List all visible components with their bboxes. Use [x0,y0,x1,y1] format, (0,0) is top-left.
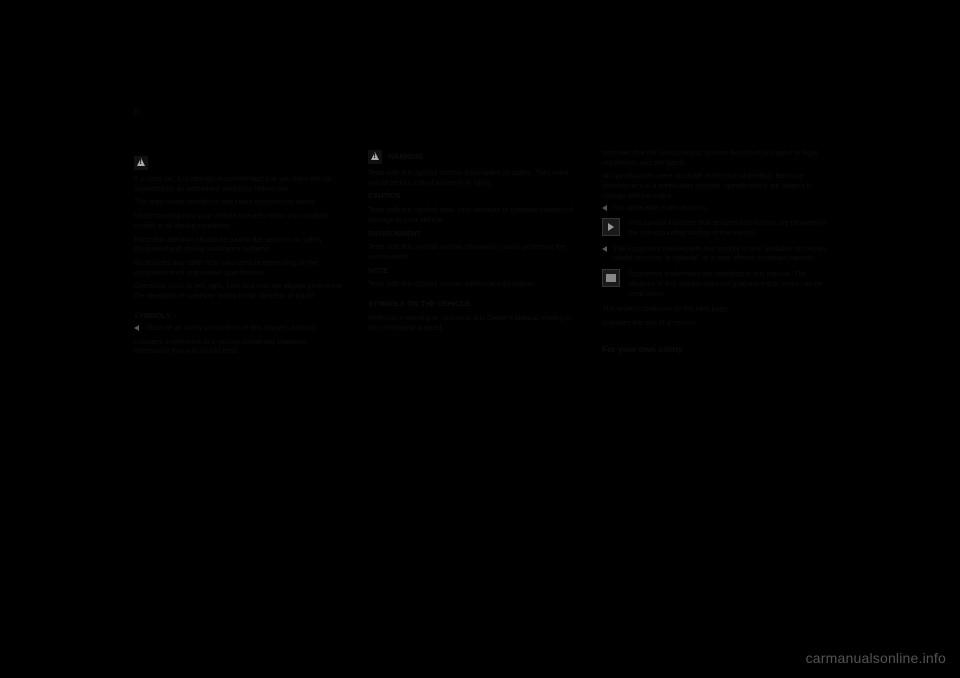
paragraph: Illustrations may differ from your vehic… [134,258,344,277]
paragraph: Indicates that the component or system d… [602,148,827,167]
paragraph: Texts with this symbol contain additiona… [368,279,578,289]
symbol-text: This symbol indicates that detailed inst… [628,218,827,237]
bullet-text: The equipment marked with this symbol is… [613,244,827,263]
symbol-row: Registered trademarks are identified in … [602,269,827,298]
paragraph: If a used car, it is strongly recommende… [134,174,344,193]
paragraph: Indicates the end of a section. [602,318,827,328]
note-label: NOTE [368,266,578,276]
warning-icon [368,150,382,164]
column-1: If a used car, it is strongly recommende… [134,90,344,570]
symbol-row: This symbol indicates that detailed inst… [602,218,827,237]
environment-label: ENVIRONMENT [368,229,578,239]
bullet-item: Not applicable in all countries. [602,203,827,213]
heading-vehicle-symbols: SYMBOLS ON THE VEHICLE [368,299,578,309]
bullet-item: The equipment marked with this symbol is… [602,244,827,263]
paragraph: Particular attention should be paid to t… [134,235,344,254]
warning-row: WARNING [368,150,578,164]
symbol-text: Registered trademarks are identified in … [628,269,827,298]
warning-label: WARNING [388,152,423,162]
paragraph: All specifications were accurate at the … [602,171,827,200]
watermark: carmanualsonline.info [806,650,946,666]
manual-icon [602,269,620,287]
paragraph: The section continues on the next page. [602,304,827,314]
paragraph: Refers to a warning or caution in this O… [368,313,578,332]
section-footer: For your own safety [602,344,827,355]
heading-symbols: SYMBOLS [134,311,344,321]
manual-page: n If a used car, it is strongly recommen… [134,90,827,570]
warning-row [134,156,344,170]
paragraph: Understanding how your vehicle operates … [134,211,344,230]
paragraph: Directions such as left, right, front an… [134,281,344,300]
paragraph: Texts with this symbol contain informati… [368,242,578,261]
bullet-text: Not applicable in all countries. [613,203,709,213]
paragraph: This may reveal conditions that could co… [134,197,344,207]
column-3: Indicates that the component or system d… [602,90,827,570]
column-2: WARNING Texts with this symbol contain i… [368,90,578,570]
bullet-text: Observe all safety instructions in this … [145,323,317,333]
bullet-item: Observe all safety instructions in this … [134,323,344,333]
paragraph: Indicates a reference to a section conta… [134,337,344,356]
warning-icon [134,156,148,170]
caution-label: CAUTION [368,191,578,201]
paragraph: Texts with this symbol contain informati… [368,168,578,187]
arrow-icon [602,218,620,236]
paragraph: Texts with this symbol draw your attenti… [368,205,578,224]
